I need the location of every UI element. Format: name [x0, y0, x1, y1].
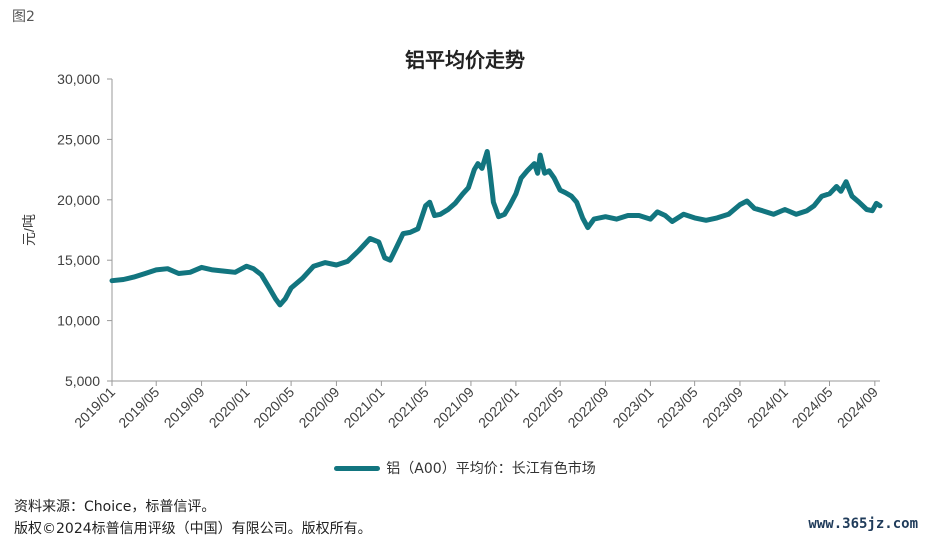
watermark-text: www.365jz.com — [808, 516, 918, 532]
x-tick-label: 2019/05 — [115, 384, 162, 431]
x-tick-label: 2021/09 — [430, 384, 477, 431]
source-note: 资料来源：Choice，标普信评。 — [14, 499, 216, 515]
chart-legend: 铝（A00）平均价：长江有色市场 — [0, 458, 930, 478]
y-tick-label: 30,000 — [57, 71, 100, 87]
x-tick-label: 2024/09 — [834, 384, 881, 431]
legend-swatch — [334, 465, 381, 471]
y-tick-label: 25,000 — [57, 131, 100, 147]
x-tick-label: 2020/09 — [295, 384, 342, 431]
legend-label: 铝（A00）平均价：长江有色市场 — [386, 461, 596, 477]
y-tick-label: 5,000 — [65, 373, 100, 389]
x-tick-label: 2019/01 — [71, 384, 118, 431]
y-tick-label: 20,000 — [57, 192, 100, 208]
chart-title: 铝平均价走势 — [405, 48, 525, 72]
x-tick-label: 2020/01 — [206, 384, 253, 431]
x-tick-label: 2022/05 — [519, 384, 566, 431]
y-tick-label: 10,000 — [57, 313, 100, 329]
x-tick-label: 2020/05 — [250, 384, 297, 431]
y-tick-label: 15,000 — [57, 252, 100, 268]
x-tick-label: 2023/01 — [609, 384, 656, 431]
x-tick-label: 2021/01 — [340, 384, 387, 431]
x-tick-label: 2022/09 — [564, 384, 611, 431]
figure-label: 图2 — [12, 9, 35, 25]
copyright-note: 版权©2024标普信用评级（中国）有限公司。版权所有。 — [14, 521, 372, 537]
x-tick-label: 2024/01 — [744, 384, 791, 431]
x-tick-label: 2021/05 — [385, 384, 432, 431]
y-axis-label: 元/吨 — [21, 214, 37, 246]
series-line — [109, 149, 883, 308]
x-tick-label: 2023/09 — [699, 384, 746, 431]
x-tick-label: 2024/05 — [789, 384, 836, 431]
x-tick-label: 2022/01 — [475, 384, 522, 431]
x-tick-label: 2023/05 — [654, 384, 701, 431]
x-tick-label: 2019/09 — [161, 384, 208, 431]
